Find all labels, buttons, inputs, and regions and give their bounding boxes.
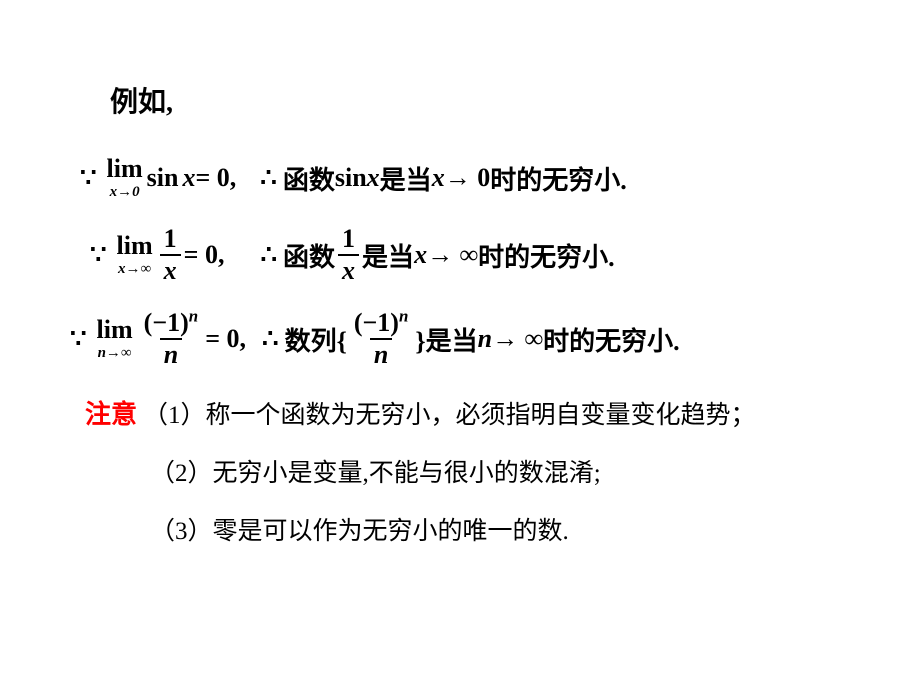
eq-zero: = 0,	[184, 240, 225, 270]
numerator: 1	[160, 226, 181, 254]
therefore-symbol: ∴	[260, 240, 277, 270]
expr-var: x	[182, 163, 195, 193]
fraction: (−1)n n	[350, 310, 413, 368]
fraction: 1 x	[160, 226, 181, 284]
numerator: (−1)n	[350, 310, 413, 338]
header-text: 例如,	[110, 80, 860, 120]
note-label: 注意	[85, 394, 137, 431]
conc-text3: 时的无穷小.	[543, 321, 680, 358]
num-sup: n	[189, 306, 198, 325]
note-3: （3）零是可以作为无穷小的唯一的数.	[150, 511, 860, 547]
lim-sub: n→∞	[98, 346, 132, 361]
eq-zero: = 0,	[205, 324, 246, 354]
numerator: (−1)n	[140, 310, 203, 338]
fraction: 1 x	[338, 226, 359, 284]
example-2: ∵ lim x→∞ 1 x = 0, ∴ 函数 1 x 是当 x → ∞ 时的无…	[84, 226, 860, 284]
because-symbol: ∵	[80, 163, 97, 193]
limit-block: lim x→0	[107, 156, 143, 200]
because-symbol: ∵	[90, 240, 107, 270]
limit-block: lim x→∞	[117, 233, 153, 277]
conc-text: 数列{	[285, 321, 347, 358]
example-1: ∵ lim x→0 sin x = 0, ∴ 函数 sin x 是当 x → 0…	[74, 156, 860, 200]
eq-zero: = 0,	[195, 163, 236, 193]
note-1: 注意 （1）称一个函数为无穷小，必须指明自变量变化趋势；	[85, 394, 860, 431]
conc-sin: sin	[335, 163, 367, 193]
lim-text: lim	[97, 317, 133, 343]
lim-text: lim	[117, 233, 153, 259]
num-base: (−1)	[144, 308, 189, 337]
conc-x1: x	[367, 163, 380, 193]
lim-sub: x→0	[110, 185, 140, 200]
conc-text: 函数	[283, 160, 335, 197]
fraction: (−1)n n	[140, 310, 203, 368]
because-symbol: ∵	[70, 324, 87, 354]
conc-text: 函数	[283, 237, 335, 274]
num-base: (−1)	[354, 308, 399, 337]
slide: 例如, ∵ lim x→0 sin x = 0, ∴ 函数 sin x 是当 x…	[0, 0, 920, 690]
conc-x: x	[414, 240, 427, 270]
conc-arrow: → 0	[445, 163, 491, 193]
limit-block: lim n→∞	[97, 317, 133, 361]
lim-text: lim	[107, 156, 143, 182]
conc-text2: 是当	[362, 237, 414, 274]
conc-x2: x	[432, 163, 445, 193]
conc-text2: }是当	[415, 321, 477, 358]
denominator: n	[370, 338, 392, 368]
note-2: （2）无穷小是变量,不能与很小的数混淆;	[150, 453, 860, 489]
num-sup: n	[399, 306, 408, 325]
conc-n: n	[478, 324, 492, 354]
conc-text3: 时的无穷小.	[490, 160, 627, 197]
conc-text2: 是当	[380, 160, 432, 197]
therefore-symbol: ∴	[262, 324, 279, 354]
denominator: n	[160, 338, 182, 368]
lim-sub: x→∞	[118, 262, 151, 277]
note-text: （1）称一个函数为无穷小，必须指明自变量变化趋势；	[143, 395, 756, 431]
conc-arrow: → ∞	[492, 324, 543, 354]
conc-arrow: → ∞	[427, 240, 478, 270]
conc-text3: 时的无穷小.	[478, 237, 615, 274]
example-3: ∵ lim n→∞ (−1)n n = 0, ∴ 数列{ (−1)n n }是当…	[64, 310, 860, 368]
numerator: 1	[338, 226, 359, 254]
expr-sin: sin	[147, 163, 179, 193]
denominator: x	[338, 254, 359, 284]
denominator: x	[160, 254, 181, 284]
therefore-symbol: ∴	[260, 163, 277, 193]
